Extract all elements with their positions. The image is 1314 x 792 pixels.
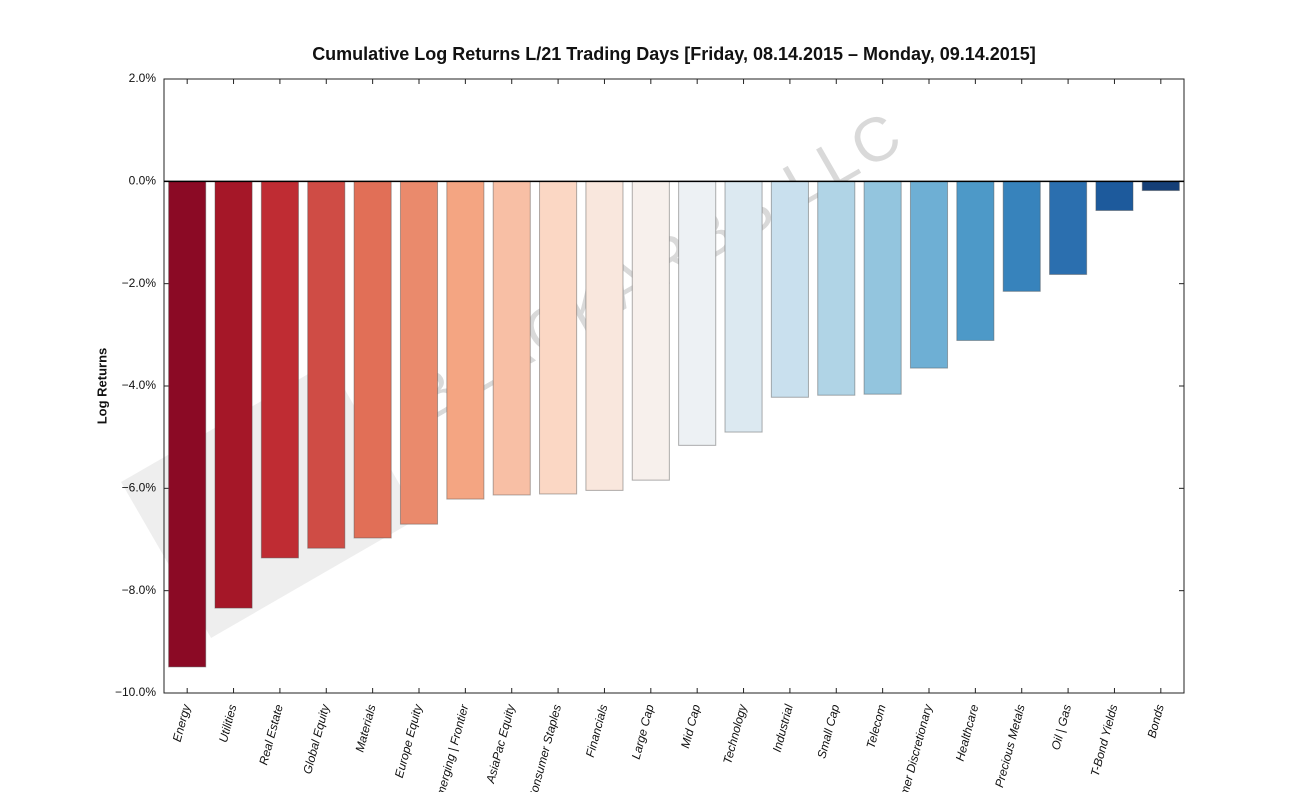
x-tick-label: Technology [720,702,750,765]
x-tick-label: Energy [170,702,194,743]
bar [1095,180,1134,211]
bar [492,180,531,496]
x-tick-label: Emerging | Frontier [431,702,471,792]
bar [168,180,207,668]
x-tick-label: Large Cap [629,703,657,761]
bar [724,180,763,433]
x-tick-label: Utilities [216,703,240,744]
x-tick-label: Oil | Gas [1049,703,1075,752]
x-tick-label: Bonds [1144,703,1166,739]
x-tick-label: Healthcare [953,703,982,763]
y-tick-label: −2.0% [122,276,157,290]
x-tick-label: Real Estate [256,703,286,767]
bar [863,180,902,395]
bar [307,180,346,549]
y-axis-label: Log Returns [94,348,109,425]
x-tick-label: Financials [583,703,611,759]
bar [956,180,995,341]
y-tick-label: 0.0% [129,174,157,188]
y-tick-label: 2.0% [129,71,157,85]
bar [909,180,949,369]
bar [817,180,856,396]
x-tick-label: Consumer Staples [525,703,564,792]
x-tick-label: T-Bond Yields [1088,703,1121,778]
x-tick-label: Consumer Discretionary [888,702,935,792]
bar [631,180,670,481]
x-tick-label: Telecom [863,703,888,750]
bar [1002,180,1041,292]
x-tick-label: AsiaPac Equity [483,702,518,786]
x-tick-label: Materials [352,703,378,754]
x-tick-label: Precious Metals [992,703,1028,789]
bar [214,180,253,609]
bar [1049,180,1088,275]
bar [770,180,809,398]
x-tick-label: Europe Equity [392,702,425,779]
x-tick-label: Small Cap [814,703,842,760]
x-tick-label: Industrial [770,703,796,754]
y-tick-label: −6.0% [122,481,157,495]
y-tick-label: −4.0% [122,378,157,392]
y-tick-label: −8.0% [122,583,157,597]
chart-title: Cumulative Log Returns L/21 Trading Days… [312,44,1036,64]
x-tick-label: Mid Cap [678,703,703,750]
bar [539,180,578,495]
bar [678,180,717,446]
bar [585,180,624,491]
bar [399,180,439,525]
x-tick-label: Global Equity [300,702,332,776]
bar [1141,180,1180,192]
bar [260,180,299,559]
y-tick-label: −10.0% [115,685,156,699]
bar [353,180,392,539]
bar [446,180,485,500]
